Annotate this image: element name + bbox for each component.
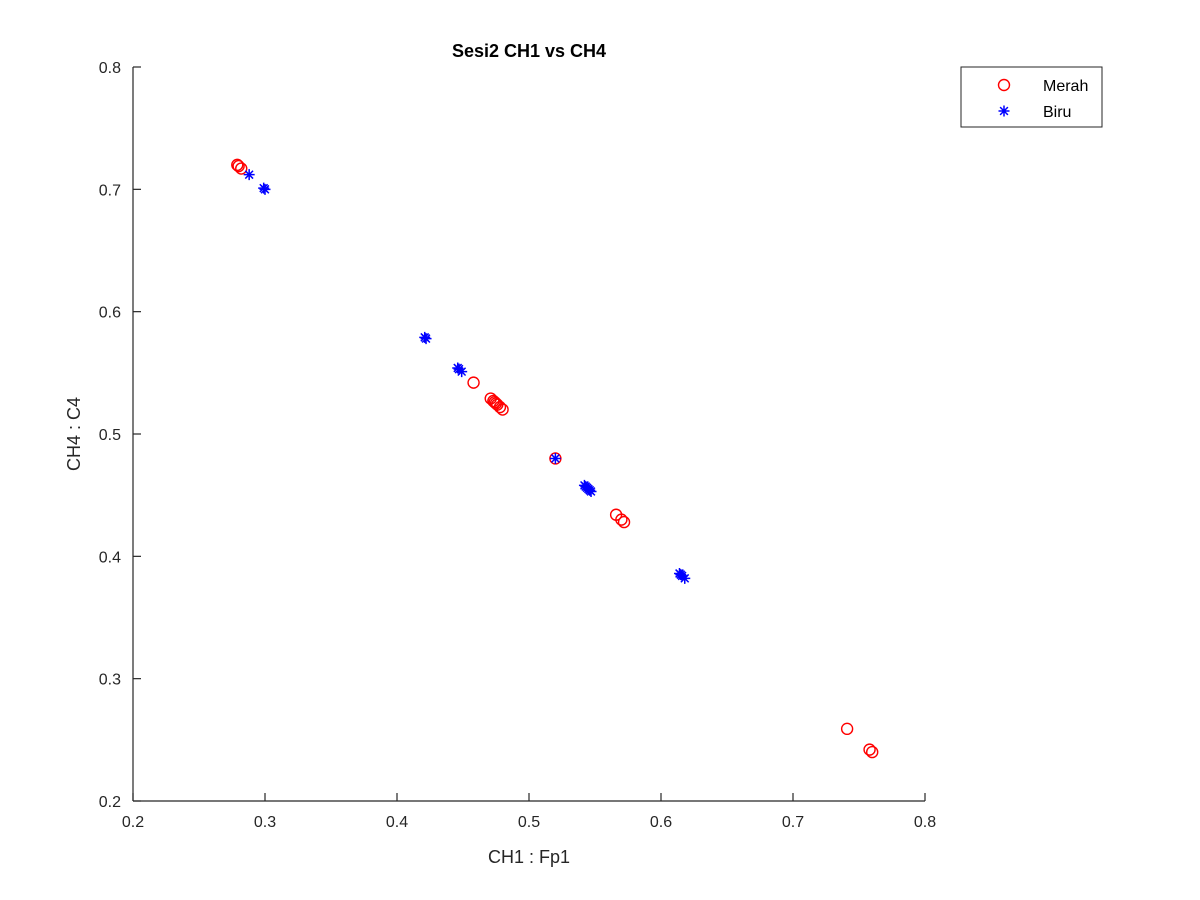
y-tick-label: 0.4 <box>99 549 121 566</box>
x-tick-label: 0.4 <box>386 814 408 831</box>
data-point <box>231 158 244 172</box>
data-point <box>232 159 245 173</box>
x-tick-label: 0.2 <box>122 814 144 831</box>
data-points <box>231 158 879 759</box>
data-point <box>615 513 628 526</box>
legend-marker <box>998 105 1010 117</box>
data-point <box>243 169 255 181</box>
data-point <box>549 452 561 464</box>
x-tick-label: 0.3 <box>254 814 276 831</box>
legend: Merah Biru <box>960 66 1103 128</box>
y-tick-label: 0.2 <box>99 794 121 811</box>
legend-label: Merah <box>1043 78 1088 95</box>
data-point <box>487 394 500 408</box>
x-tick-label: 0.8 <box>914 814 936 831</box>
data-point <box>866 745 879 759</box>
y-tick-label: 0.5 <box>99 427 121 444</box>
x-ticks: 0.2 0.3 0.4 0.5 0.6 0.7 0.8 <box>122 793 936 831</box>
y-tick-label: 0.8 <box>99 60 121 77</box>
data-point <box>585 485 597 497</box>
y-ticks: 0.2 0.3 0.4 0.5 0.6 0.7 0.8 <box>99 60 141 811</box>
data-point <box>259 183 271 195</box>
data-point <box>493 400 507 414</box>
legend-box <box>960 66 1103 128</box>
x-axis-label: CH1 : Fp1 <box>488 847 570 867</box>
legend-marker <box>997 78 1011 92</box>
legend-label: Biru <box>1043 104 1071 121</box>
data-point <box>235 162 248 175</box>
data-point <box>489 397 503 410</box>
legend-item-merah: Merah <box>997 78 1088 95</box>
chart-title: Sesi2 CH1 vs CH4 <box>452 41 606 61</box>
data-point <box>617 515 631 529</box>
series-merah <box>231 158 879 759</box>
x-tick-label: 0.5 <box>518 814 540 831</box>
legend-item-biru: Biru <box>998 104 1071 121</box>
data-point <box>420 333 432 345</box>
y-tick-label: 0.7 <box>99 182 121 199</box>
data-point <box>679 572 691 584</box>
data-point <box>840 722 854 736</box>
x-tick-label: 0.6 <box>650 814 672 831</box>
data-point <box>863 743 876 756</box>
series-biru <box>243 169 691 584</box>
data-point <box>467 376 480 389</box>
data-point <box>496 403 509 416</box>
y-tick-label: 0.3 <box>99 672 121 689</box>
x-tick-label: 0.7 <box>782 814 804 831</box>
y-tick-label: 0.6 <box>99 305 121 322</box>
y-axis-label: CH4 : C4 <box>64 397 84 471</box>
data-point <box>456 366 468 378</box>
